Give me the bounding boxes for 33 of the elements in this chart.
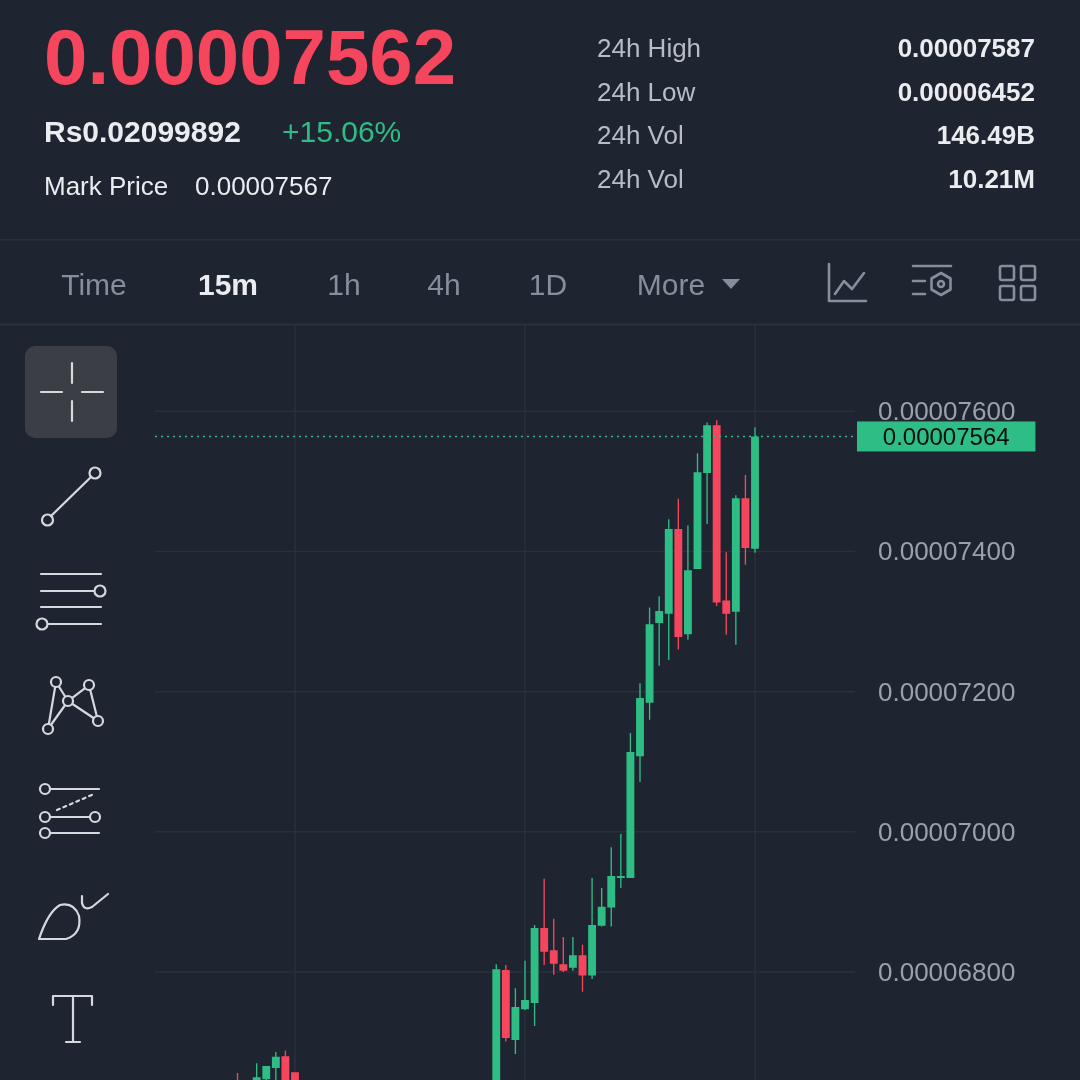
candlestick <box>540 878 549 966</box>
text: 4h <box>427 268 461 301</box>
text: Time <box>61 268 127 301</box>
text: More <box>636 268 706 301</box>
text: 24h Vol <box>597 120 684 150</box>
candlestick <box>731 495 740 645</box>
chart-subtitle: Rs0.02099892 <box>44 115 241 148</box>
text: 0.00007587 <box>897 33 1035 63</box>
text: 24h Low <box>597 77 696 107</box>
text: +15.06% <box>282 115 402 148</box>
text: 146.49B <box>936 120 1035 150</box>
candlestick <box>588 878 597 980</box>
candlestick <box>636 683 644 783</box>
text: 24h High <box>597 33 702 63</box>
text: 0.00007567 <box>195 171 333 201</box>
candlestick <box>655 596 664 666</box>
text: 10.21M <box>948 164 1035 194</box>
y-tick-label: 0.00007400 <box>878 536 1016 567</box>
y-tick-label: 0.00006800 <box>878 957 1016 988</box>
text: Mark Price <box>44 171 169 201</box>
text: 1D <box>528 268 568 301</box>
candlestick <box>521 960 529 1010</box>
chart-title: 0.00007562 <box>44 13 457 101</box>
text: 24h Vol <box>597 164 684 194</box>
text: 0.00006452 <box>897 77 1035 107</box>
text: 15m <box>197 268 259 301</box>
text: 1h <box>327 268 361 301</box>
y-tick-label: 0.00007200 <box>878 676 1016 707</box>
candlestick <box>683 525 692 640</box>
y-tick-label: 0.00007000 <box>878 816 1016 847</box>
candlestick <box>291 1072 299 1080</box>
candlestick <box>568 936 577 971</box>
candlestick <box>271 1051 280 1080</box>
